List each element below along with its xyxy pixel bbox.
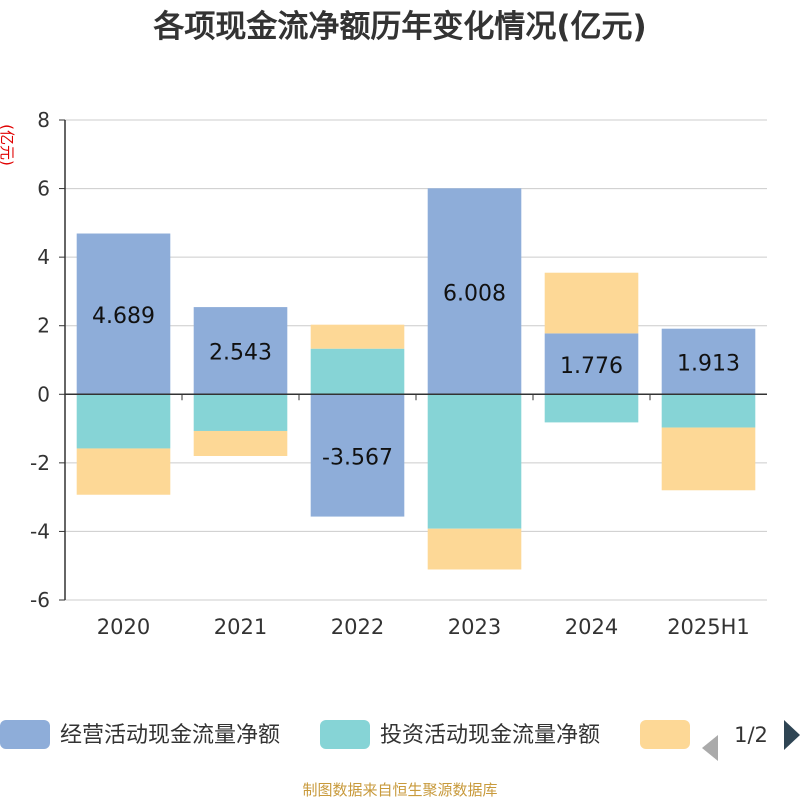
bar-2022-series-0	[310, 394, 405, 517]
bar-2020-series-0	[76, 233, 171, 395]
legend-next-page-icon[interactable]	[784, 720, 800, 750]
y-tick-label: -2	[30, 451, 50, 475]
data-label-2022: -3.567	[322, 445, 393, 470]
legend-page-indicator: 1/2	[734, 723, 768, 747]
x-tick-label: 2025H1	[667, 615, 750, 639]
bar-2025H1-series-0	[661, 328, 756, 395]
y-tick-label: -4	[30, 519, 50, 543]
data-label-2020: 4.689	[92, 304, 155, 329]
y-tick-label: 0	[37, 382, 50, 406]
data-label-2024: 1.776	[560, 354, 623, 379]
y-tick-label: 6	[37, 177, 50, 201]
y-tick-label: -6	[30, 588, 50, 612]
bar-2024-series-0	[544, 333, 639, 395]
legend-swatch-0	[0, 720, 50, 749]
data-label-2025H1: 1.913	[677, 351, 740, 376]
bar-2022-series-1	[310, 348, 405, 395]
y-tick-label: 2	[37, 314, 50, 338]
legend-label-1: 投资活动现金流量净额	[380, 723, 600, 748]
data-labels: 4.689 2.543 -3.567 6.008 1.776 1.913	[92, 281, 740, 470]
bar-2023-series-1	[427, 394, 522, 529]
source-note: 制图数据来自恒生聚源数据库	[302, 781, 497, 799]
bar-2023-series-2	[427, 528, 522, 570]
legend-swatch-1	[320, 720, 370, 749]
axes: -6 -4 -2 0 2 4 6 8 2020 2021 2022 2023 2024 2025H1	[30, 108, 767, 639]
bar-2024-series-1	[544, 394, 639, 423]
chart-title: 各项现金流净额历年变化情况(亿元)	[152, 9, 646, 45]
bars-group	[76, 188, 756, 570]
data-label-2023: 6.008	[443, 281, 506, 306]
bar-2025H1-series-2	[661, 427, 756, 491]
bar-2021-series-1	[193, 394, 288, 431]
x-tick-label: 2020	[97, 615, 150, 639]
bar-2024-series-2	[544, 272, 639, 334]
x-tick-label: 2022	[331, 615, 384, 639]
bar-2023-series-0	[427, 188, 522, 395]
bar-2025H1-series-1	[661, 394, 756, 428]
grid-lines	[65, 119, 767, 601]
y-axis-label: (亿元)	[0, 124, 16, 166]
bar-2021-series-0	[193, 307, 288, 395]
data-label-2021: 2.543	[209, 341, 272, 366]
legend-label-0: 经营活动现金流量净额	[60, 723, 280, 748]
bar-2022-series-2	[310, 324, 405, 349]
x-tick-label: 2023	[448, 615, 501, 639]
legend-prev-page-icon[interactable]	[702, 735, 718, 761]
x-tick-label: 2024	[565, 615, 618, 639]
legend: 经营活动现金流量净额 投资活动现金流量净额 1/2	[0, 720, 800, 761]
bar-2021-series-2	[193, 430, 288, 456]
bar-2020-series-2	[76, 448, 171, 495]
y-tick-label: 8	[37, 108, 50, 132]
x-tick-label: 2021	[214, 615, 267, 639]
bar-2020-series-1	[76, 394, 171, 449]
legend-swatch-2	[640, 720, 690, 749]
y-tick-label: 4	[37, 245, 50, 269]
